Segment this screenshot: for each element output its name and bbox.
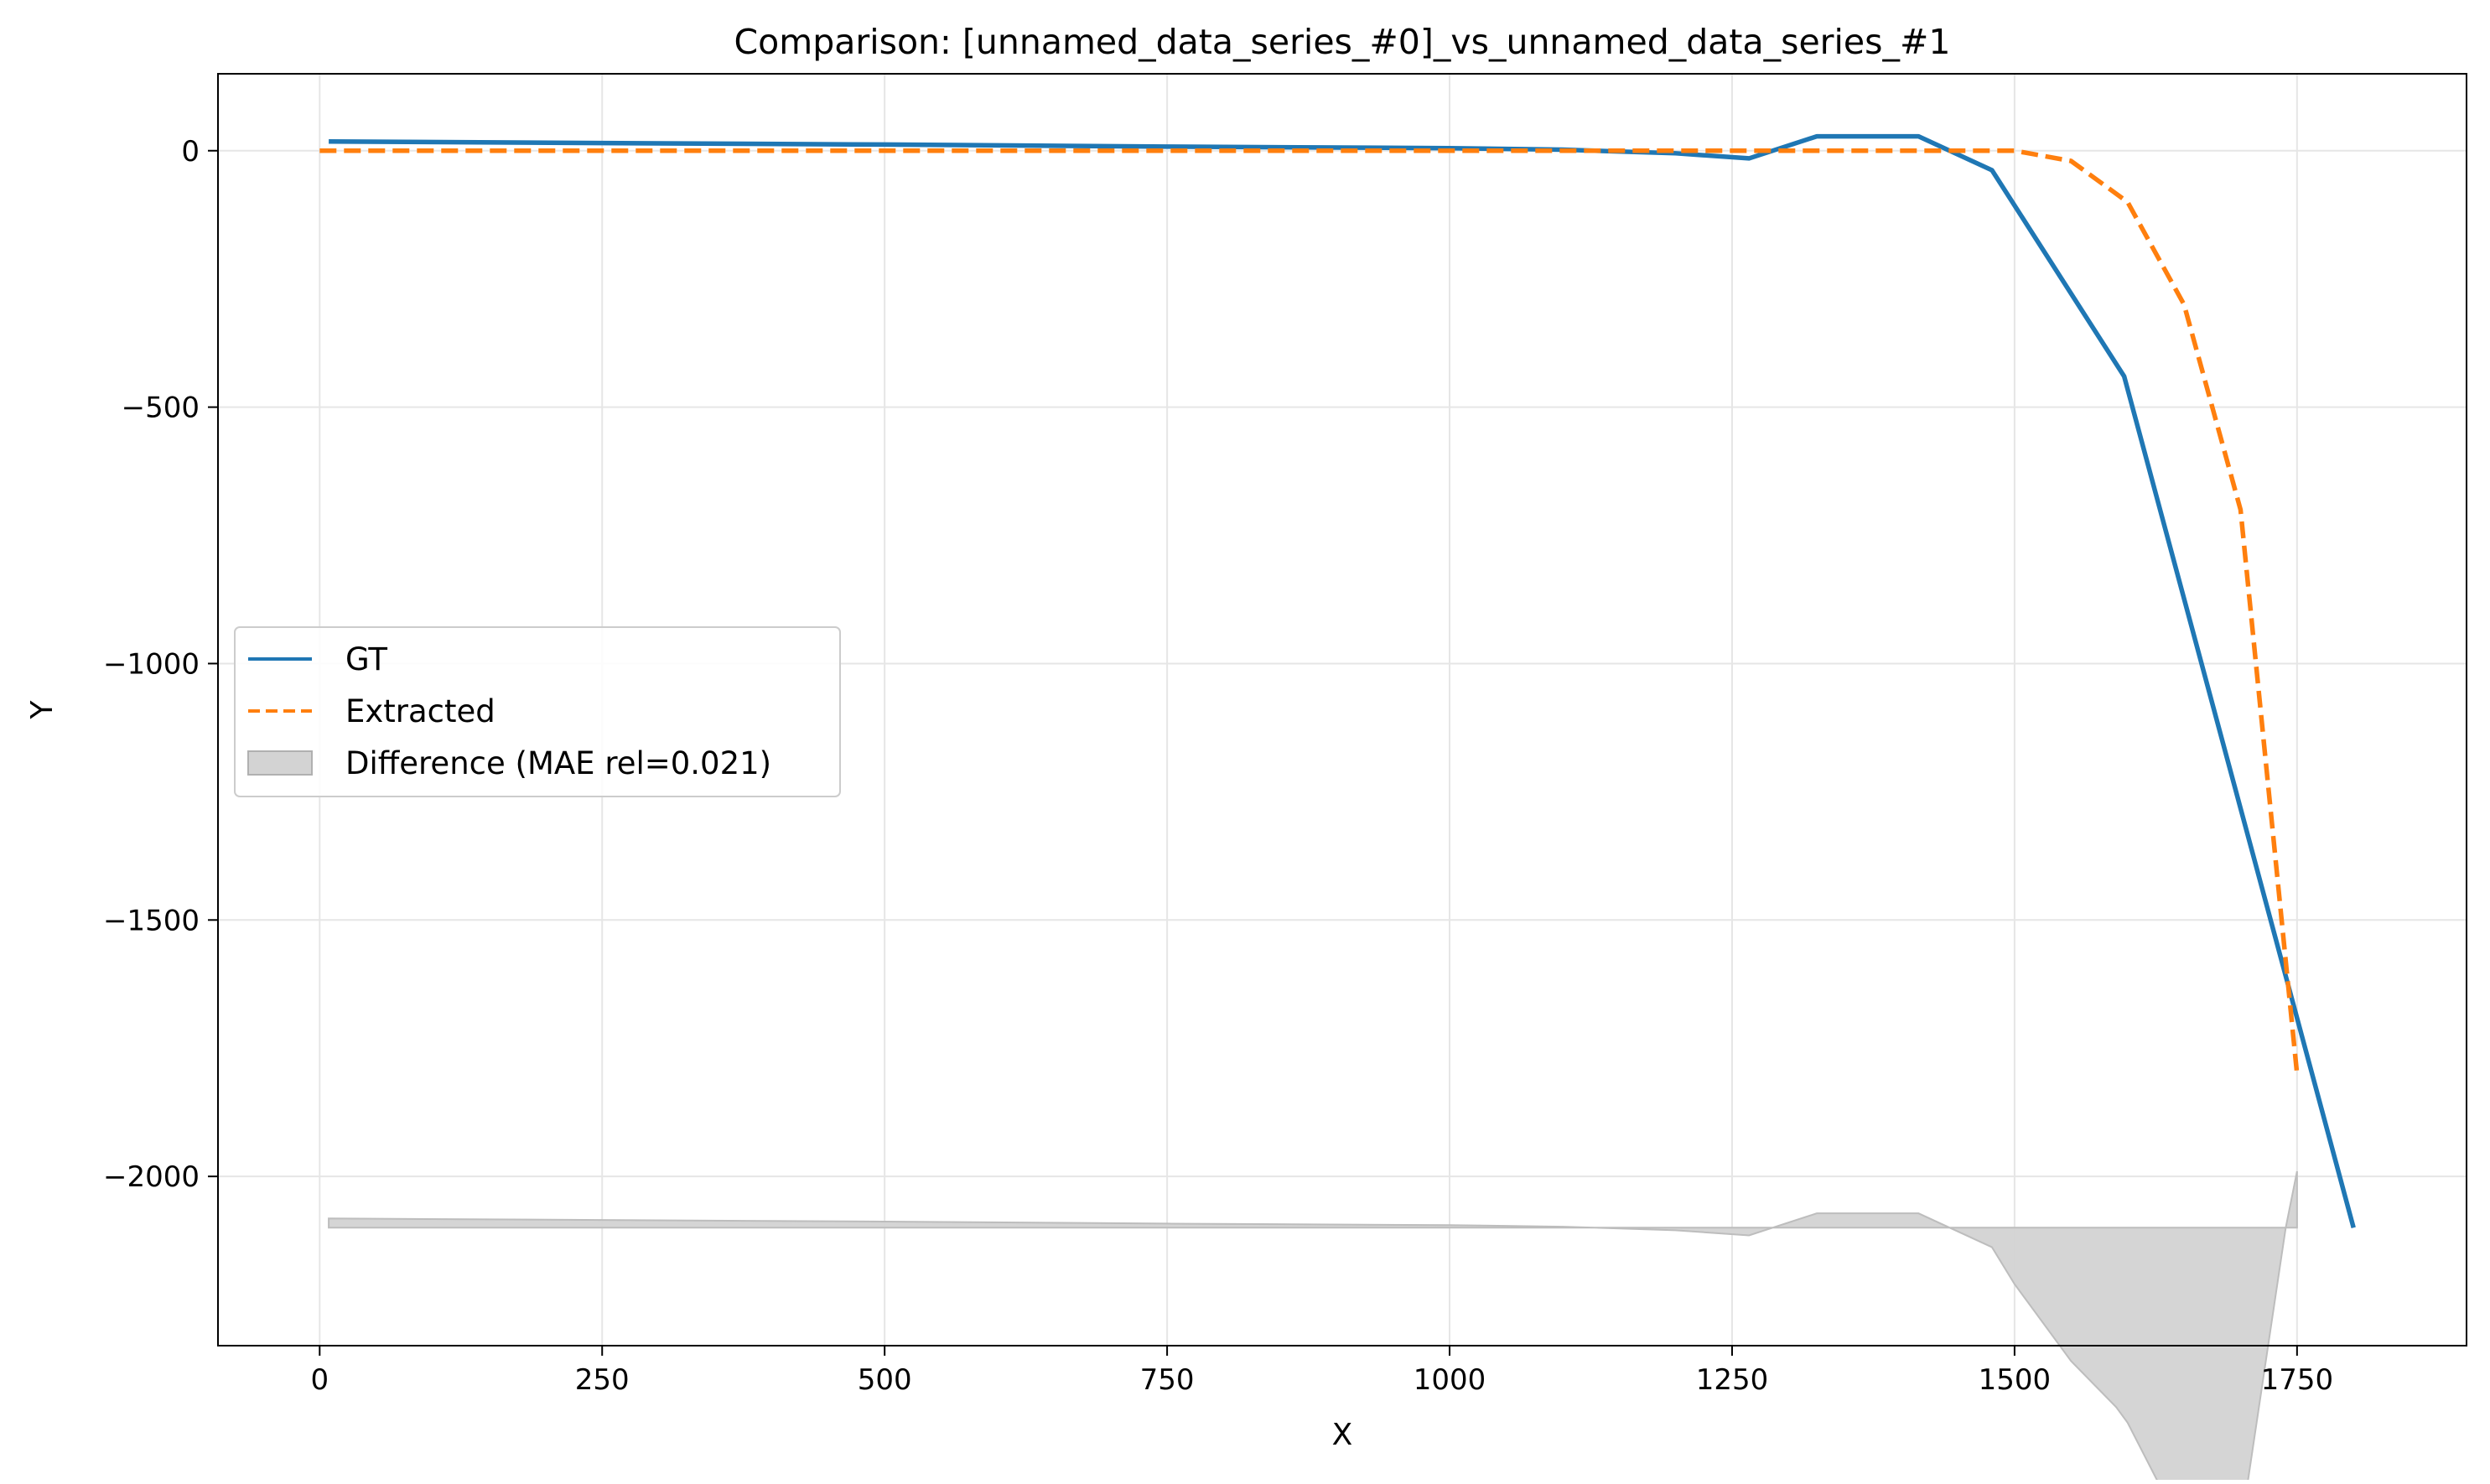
x-tick-label: 750 [1140,1363,1195,1397]
legend-box [234,626,841,797]
legend-difference-label: Difference (MAE rel=0.021) [345,745,771,781]
legend-difference-swatch [247,750,313,776]
x-tick-label: 1750 [2261,1363,2334,1397]
ticks-layer: 0 250 500 750 1000 1250 1500 1750 0 −500 −1000 −150… [103,135,2333,1397]
y-tick-label: −1000 [103,647,200,681]
series-line-extracted [319,148,2300,1075]
x-tick-label: 0 [310,1363,329,1397]
x-axis-label: X [1332,1418,1353,1452]
legend: GT Extracted Difference (MAE rel=0.021) [234,626,841,797]
plot-frame [217,73,2467,1346]
series-line-gt [329,133,2356,1229]
legend-extracted-label: Extracted [345,693,495,729]
y-tick-label: 0 [181,135,200,169]
x-tick-label: 1250 [1696,1363,1769,1397]
x-tick-label: 1000 [1414,1363,1486,1397]
x-tick-label: 1500 [1979,1363,2052,1397]
y-axis-label: Y [25,700,60,720]
x-tick-label: 250 [575,1363,630,1397]
y-tick-label: −1500 [103,904,200,937]
y-tick-label: −500 [122,392,200,425]
legend-gt-label: GT [345,641,387,677]
y-tick-label: −2000 [103,1160,200,1194]
series-layer [319,133,2356,1229]
x-tick-label: 500 [858,1363,912,1397]
chart-title: Comparison: [unnamed_data_series_#0]_vs_… [734,22,1951,62]
difference-band [328,1170,2298,1484]
difference-fill-layer [328,1170,2298,1484]
